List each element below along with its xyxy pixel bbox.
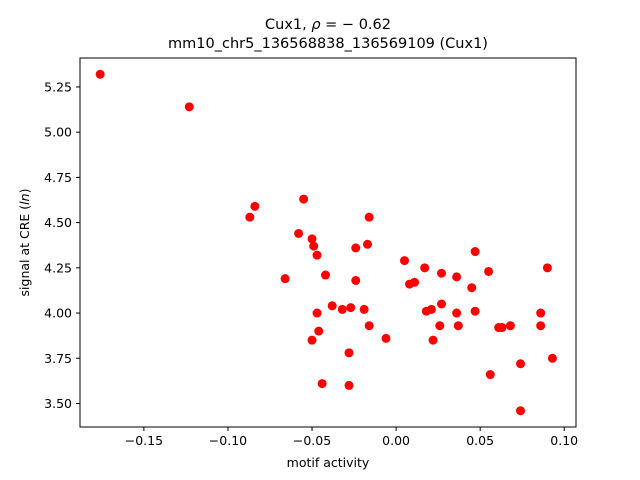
plot-frame	[79, 57, 577, 428]
chart-title: Cux1, ρ = − 0.62	[265, 17, 391, 33]
data-point	[245, 212, 255, 222]
data-point	[381, 333, 391, 343]
data-point	[364, 321, 374, 331]
y-tick-label: 4.50	[44, 215, 72, 230]
data-point	[320, 270, 330, 280]
x-tick-label: 0.10	[550, 433, 578, 448]
data-point	[400, 256, 409, 266]
data-point	[436, 268, 446, 278]
x-axis-title: motif activity	[287, 455, 370, 470]
data-point	[359, 304, 369, 314]
data-point	[307, 234, 317, 244]
data-point	[184, 102, 194, 112]
data-point	[470, 306, 480, 316]
data-point	[420, 263, 430, 273]
y-tick-label: 3.50	[44, 396, 72, 411]
data-point	[312, 250, 322, 260]
data-point	[95, 69, 105, 79]
x-tick-label: −0.15	[125, 433, 163, 448]
data-point	[312, 308, 322, 318]
data-point	[346, 303, 356, 313]
data-point	[337, 304, 347, 314]
data-point	[344, 380, 354, 390]
y-tick-label: 4.00	[44, 306, 72, 321]
y-tick-label: 5.25	[44, 79, 72, 94]
data-point	[314, 326, 324, 336]
data-point	[547, 353, 557, 363]
data-point	[497, 323, 507, 333]
y-tick-label: 3.75	[44, 351, 72, 366]
data-point	[452, 308, 462, 318]
y-tick-label: 4.25	[44, 260, 72, 275]
data-point	[363, 239, 373, 249]
data-point	[317, 379, 327, 389]
data-point	[536, 308, 546, 318]
y-tick-label: 5.00	[44, 125, 72, 140]
x-tick-label: 0.00	[382, 433, 410, 448]
data-point	[536, 321, 546, 331]
data-point	[364, 212, 374, 222]
x-tick-label: 0.05	[466, 433, 494, 448]
data-point	[470, 247, 480, 257]
data-point	[435, 321, 445, 331]
data-point	[344, 348, 354, 358]
data-point	[309, 241, 319, 251]
chart-subtitle: mm10_chr5_136568838_136569109 (Cux1)	[168, 36, 488, 52]
data-point	[410, 277, 420, 287]
data-point	[250, 201, 260, 211]
data-point	[351, 275, 361, 285]
data-point	[516, 406, 526, 416]
data-point	[452, 272, 462, 282]
data-point	[351, 243, 361, 253]
data-point	[307, 335, 317, 345]
data-point	[542, 263, 552, 273]
y-tick-label: 4.75	[44, 170, 72, 185]
data-point	[505, 321, 515, 331]
data-point	[327, 301, 337, 311]
data-point	[484, 266, 494, 276]
data-point	[280, 274, 290, 284]
data-point	[436, 299, 446, 309]
data-point	[453, 321, 463, 331]
data-point	[294, 228, 304, 238]
data-point	[485, 370, 495, 380]
data-point	[516, 359, 526, 369]
data-point	[299, 194, 309, 204]
x-tick-label: −0.05	[293, 433, 331, 448]
data-point	[428, 335, 438, 345]
x-tick-label: −0.10	[209, 433, 247, 448]
data-point	[426, 304, 436, 314]
y-axis-title: signal at CRE (ln)	[17, 189, 32, 297]
data-point	[467, 283, 477, 293]
